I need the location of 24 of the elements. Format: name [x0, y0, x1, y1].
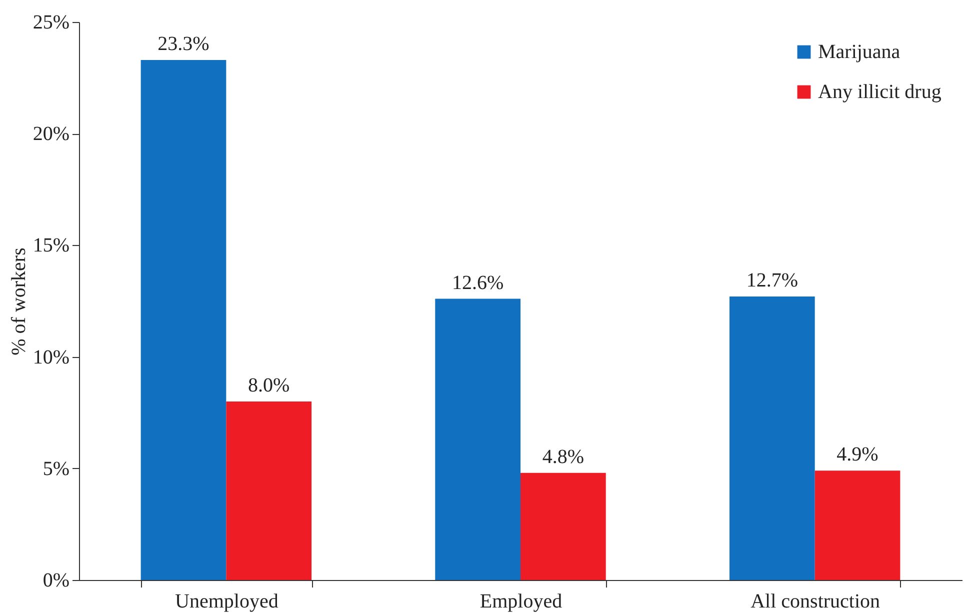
legend-label: Marijuana [818, 41, 900, 63]
y-tick-label: 0% [42, 570, 70, 592]
data-label: 23.3% [158, 32, 210, 55]
x-tick-label: Unemployed [175, 590, 278, 612]
x-tick-label: Employed [480, 590, 562, 612]
y-tick-label: 10% [32, 346, 70, 368]
data-label: 12.7% [746, 270, 798, 292]
data-label: 4.9% [836, 444, 878, 466]
data-label: 8.0% [248, 374, 290, 396]
y-tick-label: 5% [42, 458, 70, 480]
data-label: 12.6% [452, 272, 504, 294]
bar [435, 298, 520, 580]
bar [729, 296, 815, 580]
legend-label: Any illicit drug [818, 81, 942, 103]
bar [814, 470, 900, 580]
bar [226, 401, 312, 580]
y-axis-title: % of workers [8, 247, 30, 356]
bar [520, 472, 606, 580]
data-label: 4.8% [542, 446, 584, 468]
y-tick-label: 25% [32, 12, 70, 34]
bar [140, 60, 226, 580]
x-tick-label: All construction [750, 590, 880, 612]
y-tick-label: 20% [32, 123, 70, 146]
y-tick-label: 15% [32, 234, 70, 257]
